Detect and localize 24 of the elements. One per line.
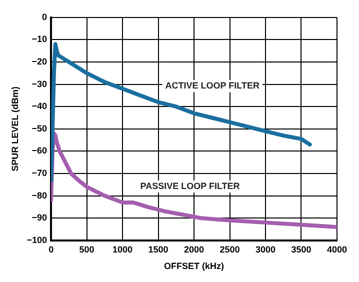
y-tick-label: −60 bbox=[32, 146, 48, 156]
y-axis-title: SPUR LEVEL (dBm) bbox=[10, 86, 20, 172]
y-tick-label: −10 bbox=[32, 34, 48, 44]
y-tick-label: −20 bbox=[32, 56, 48, 66]
x-tick-label: 2500 bbox=[220, 244, 240, 254]
y-tick-label: −80 bbox=[32, 190, 48, 200]
y-tick-label: −30 bbox=[32, 78, 48, 89]
x-tick-label: 1000 bbox=[112, 244, 133, 254]
x-tick-label: 2000 bbox=[184, 244, 204, 254]
x-tick-label: 1500 bbox=[148, 244, 168, 254]
x-tick-label: 4000 bbox=[326, 244, 348, 254]
x-tick-label: 0 bbox=[48, 244, 54, 254]
y-tick-label: −50 bbox=[32, 123, 48, 134]
x-axis-title: OFFSET (kHz) bbox=[164, 261, 224, 272]
series-label: PASSIVE LOOP FILTER bbox=[140, 180, 240, 191]
y-tick-label: −90 bbox=[32, 212, 48, 223]
y-tick-label: −70 bbox=[32, 168, 48, 178]
y-tick-label: −40 bbox=[32, 101, 48, 112]
series-label: ACTIVE LOOP FILTER bbox=[165, 80, 260, 91]
x-tick-label: 3000 bbox=[255, 244, 276, 254]
y-tick-label: −100 bbox=[26, 234, 48, 245]
y-tick-label: 0 bbox=[42, 12, 48, 22]
x-tick-label: 3500 bbox=[291, 244, 312, 254]
x-tick-label: 500 bbox=[79, 244, 94, 254]
